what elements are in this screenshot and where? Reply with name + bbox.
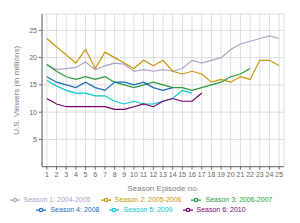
svg-text:20: 20 [227,171,235,178]
html-text:Season 1: 2004-2005: Season 1: 2004-2005 [23,195,91,203]
svg-text:23: 23 [256,171,264,178]
svg-text:5: 5 [84,171,88,178]
svg-text:7: 7 [103,171,107,178]
svg-text:17: 17 [198,171,206,178]
svg-text:6: 6 [93,171,97,178]
svg-text:15: 15 [29,81,37,88]
html-text:Season 3: 2006-2007: Season 3: 2006-2007 [205,195,273,203]
svg-text:14: 14 [169,171,177,178]
svg-text:Season Episode no.: Season Episode no. [127,184,199,193]
svg-text:5: 5 [33,136,37,143]
svg-text:3: 3 [64,171,68,178]
svg-text:15: 15 [178,171,186,178]
svg-text:21: 21 [237,171,245,178]
svg-text:U.S. Viewers (in millions): U.S. Viewers (in millions) [12,46,21,135]
html-text:Season 6: 2010: Season 6: 2010 [196,205,246,213]
svg-text:13: 13 [159,171,167,178]
svg-text:10: 10 [130,171,138,178]
html-text:Season 4: 2008: Season 4: 2008 [50,205,100,213]
html-text:Season 2: 2005-2006: Season 2: 2005-2006 [114,195,182,203]
svg-text:9: 9 [122,171,126,178]
svg-text:19: 19 [217,171,225,178]
svg-text:12: 12 [149,171,157,178]
svg-text:20: 20 [29,54,37,61]
svg-text:24: 24 [266,171,274,178]
svg-text:25: 25 [29,27,37,34]
svg-text:22: 22 [246,171,254,178]
svg-text:25: 25 [275,171,283,178]
svg-text:18: 18 [208,171,216,178]
svg-text:1: 1 [45,171,49,178]
svg-text:10: 10 [29,109,37,116]
svg-text:8: 8 [113,171,117,178]
html-text:Season 5: 2009: Season 5: 2009 [123,205,173,213]
svg-text:16: 16 [188,171,196,178]
svg-text:2: 2 [55,171,59,178]
svg-text:11: 11 [140,171,147,178]
svg-text:4: 4 [74,171,78,178]
